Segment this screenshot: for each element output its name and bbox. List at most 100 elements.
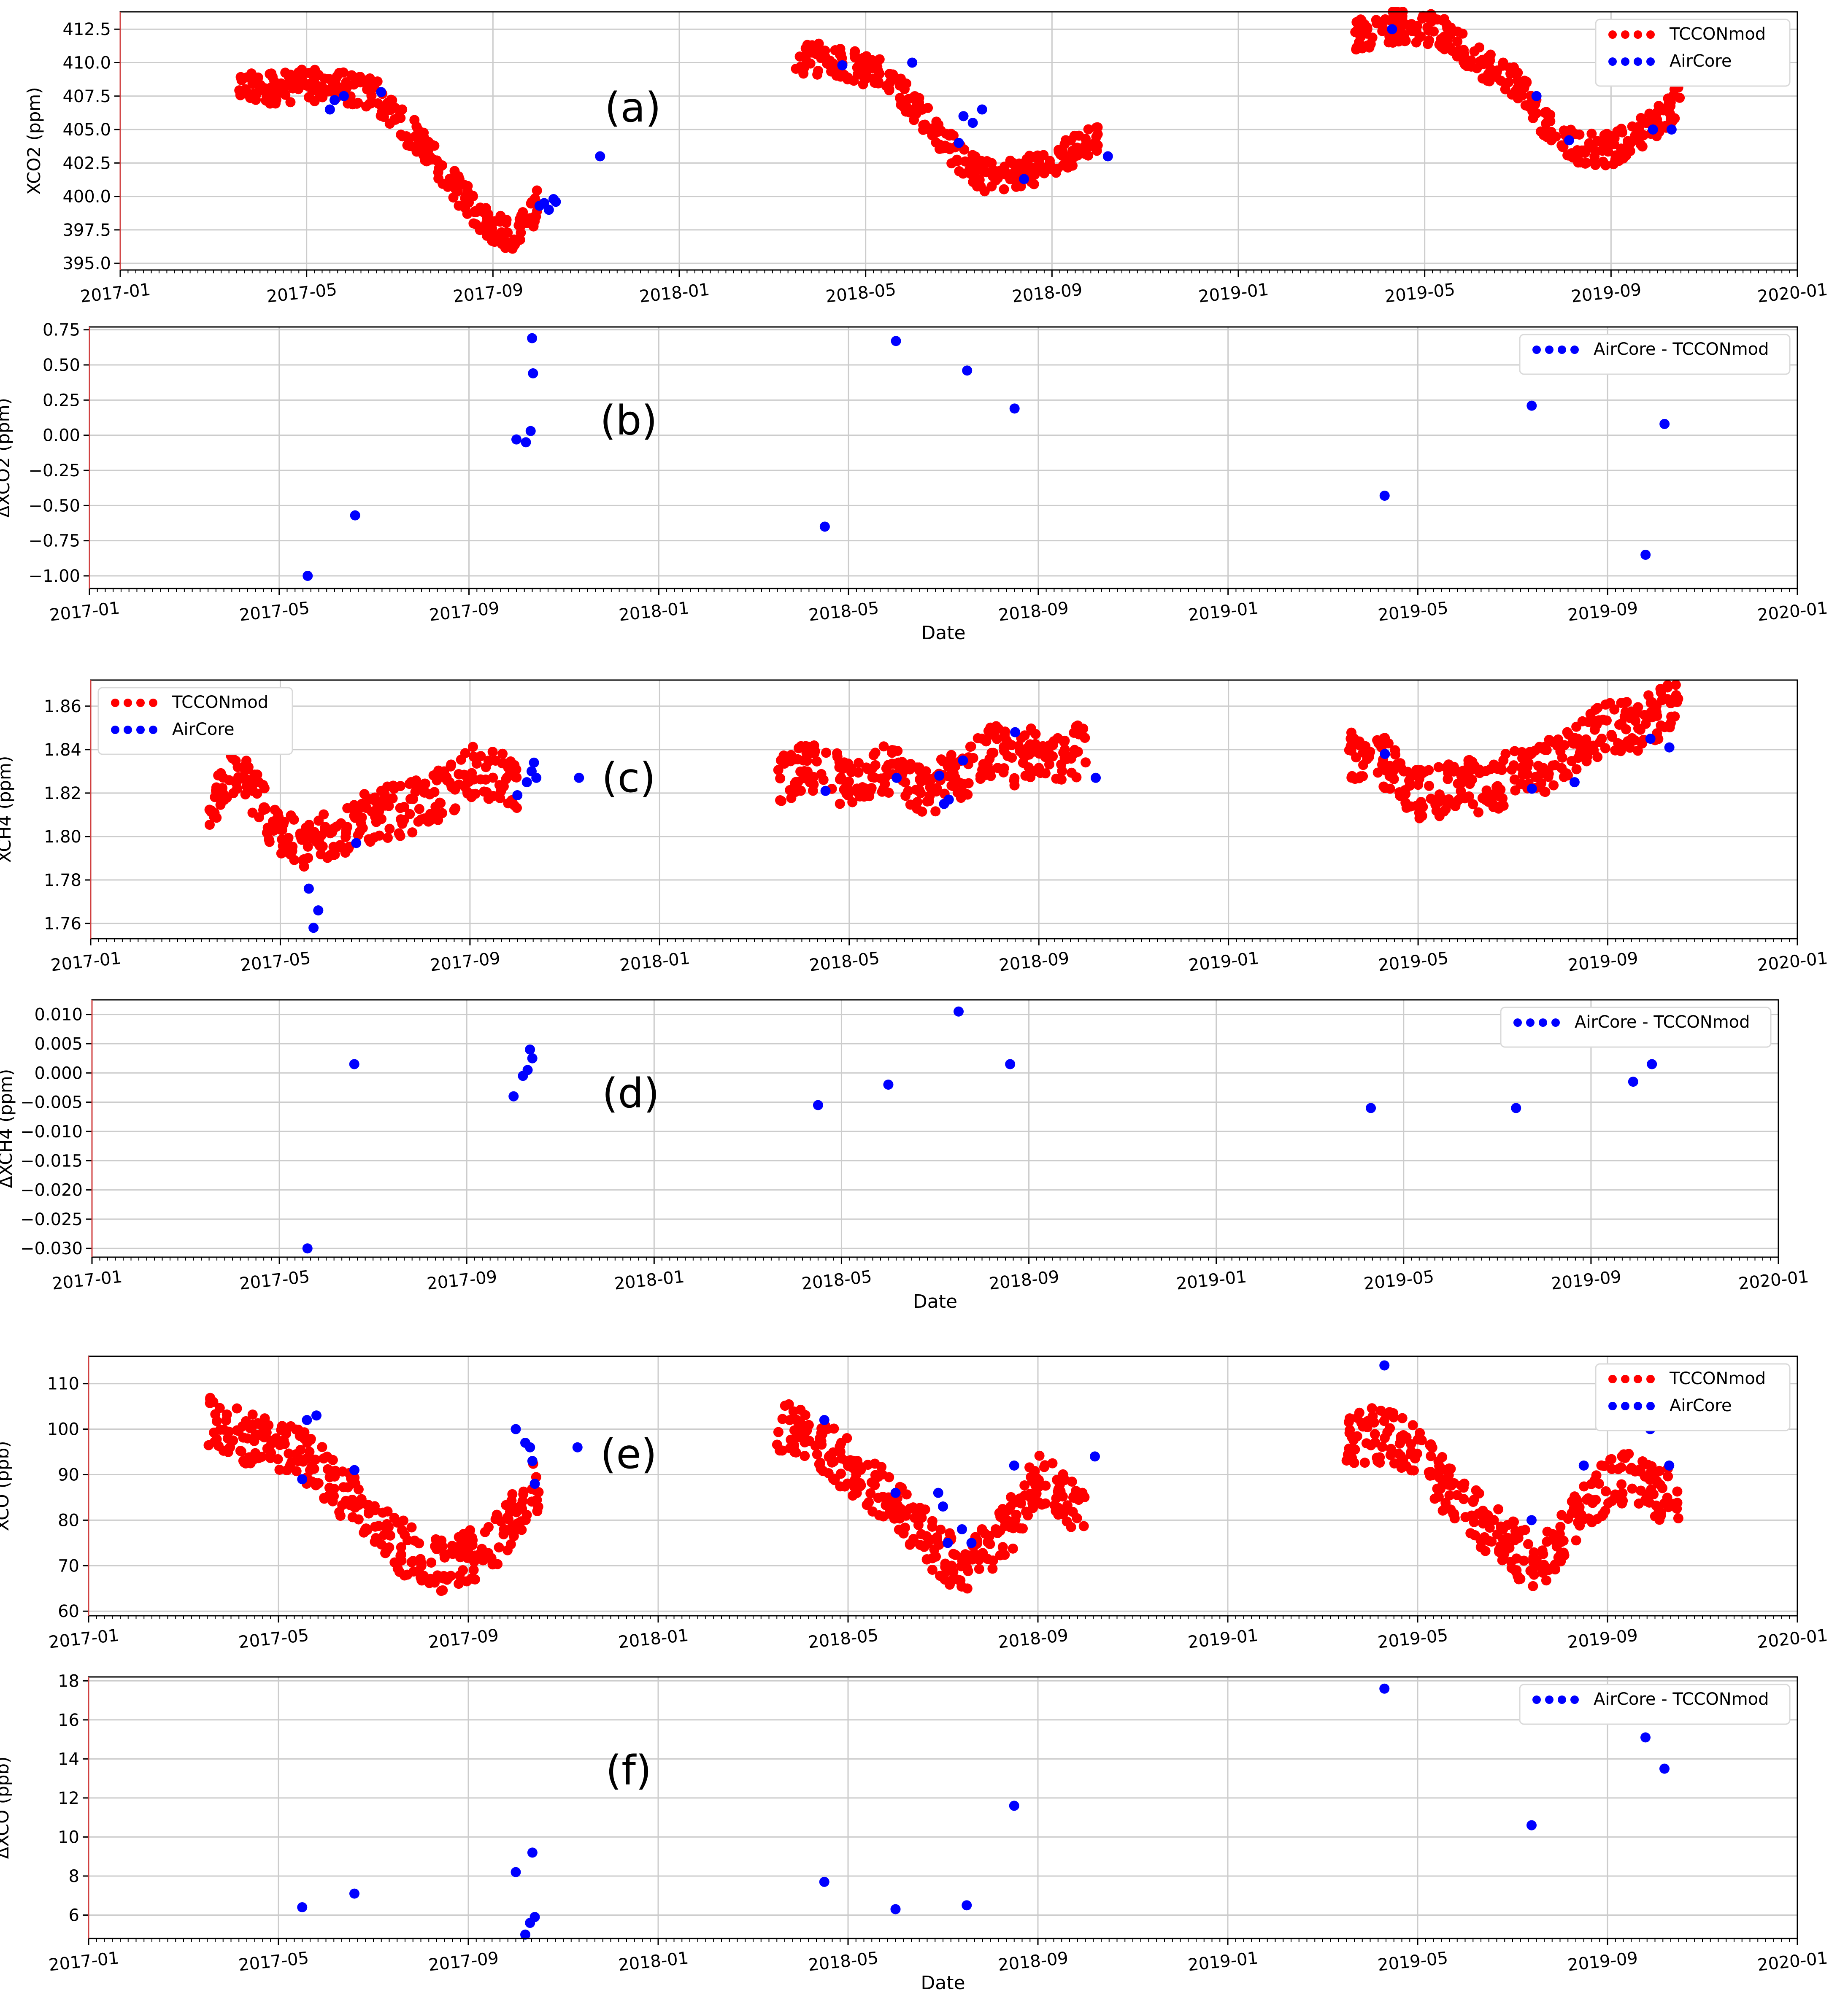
data-point — [847, 797, 858, 807]
data-point — [1526, 1820, 1537, 1830]
legend: AirCore - TCCONmod — [1519, 334, 1791, 375]
y-axis-label: XCH4 (ppm) — [0, 756, 15, 863]
data-point — [1091, 122, 1102, 133]
data-point — [1596, 1460, 1607, 1471]
data-point — [409, 1535, 420, 1546]
legend-marker — [1545, 1695, 1554, 1704]
x-tick-label: 2020-01 — [1756, 1948, 1829, 1975]
data-point — [353, 830, 363, 840]
data-point — [1542, 1526, 1553, 1537]
data-point — [1513, 1533, 1524, 1543]
data-point — [215, 1425, 225, 1435]
data-point — [392, 1517, 403, 1528]
data-point — [835, 1481, 846, 1492]
data-point — [932, 1532, 942, 1542]
data-point — [1606, 1454, 1617, 1464]
panel-d: 2017-01 2017-05 2017-09 2018-01 2018-05 2018-… — [0, 999, 1810, 1312]
data-point — [891, 336, 901, 346]
y-tick-label: 397.5 — [62, 221, 111, 240]
data-point — [499, 1524, 509, 1534]
x-tick-label: 2018-05 — [807, 1948, 879, 1975]
x-tick-label: 2020-01 — [1737, 1267, 1810, 1293]
data-point — [1023, 1510, 1033, 1521]
data-point — [530, 1479, 540, 1489]
data-point — [870, 760, 881, 770]
data-point — [974, 175, 985, 185]
data-point — [1528, 113, 1538, 124]
data-point — [221, 1415, 231, 1425]
y-tick-label: 70 — [58, 1556, 79, 1576]
legend-marker — [111, 726, 119, 734]
x-tick-label: 2018-09 — [988, 1267, 1060, 1293]
data-point — [1370, 1429, 1380, 1439]
data-point — [1343, 1417, 1354, 1427]
data-point — [1627, 733, 1637, 743]
data-point — [317, 1442, 327, 1452]
data-point — [1364, 752, 1374, 762]
legend-marker — [1558, 346, 1566, 354]
data-point — [395, 1551, 406, 1561]
data-point — [1672, 1498, 1683, 1508]
data-point — [791, 777, 801, 787]
data-point — [409, 115, 420, 125]
data-point — [219, 795, 230, 805]
data-point — [277, 1421, 287, 1431]
data-point — [816, 1463, 826, 1474]
data-point — [1418, 802, 1428, 812]
x-axis-label: Date — [921, 1972, 965, 1994]
data-point — [1496, 1523, 1506, 1533]
legend-marker — [1621, 57, 1629, 66]
data-point — [796, 1429, 806, 1440]
data-point — [238, 1432, 249, 1443]
data-point — [1009, 1801, 1019, 1811]
data-point — [454, 769, 464, 780]
data-point — [851, 786, 862, 796]
data-point — [934, 770, 945, 781]
data-point — [1544, 734, 1554, 745]
x-tick-label: 2019-01 — [1187, 1948, 1259, 1975]
data-point — [1648, 124, 1658, 135]
y-tick-label: 100 — [47, 1420, 79, 1439]
data-point — [946, 754, 956, 764]
y-axis-label: XCO2 (ppm) — [24, 87, 44, 194]
data-point — [521, 1510, 532, 1520]
data-point — [289, 855, 300, 865]
y-tick-label: −1.00 — [28, 567, 80, 586]
data-point — [977, 1525, 987, 1536]
data-point — [265, 1453, 276, 1463]
data-point — [1563, 729, 1574, 739]
data-point — [1589, 745, 1599, 756]
legend-marker — [1570, 1695, 1579, 1704]
data-point — [527, 1847, 538, 1858]
data-point — [873, 1493, 883, 1503]
data-point — [800, 1410, 811, 1420]
data-point — [527, 1456, 538, 1466]
data-point — [835, 799, 845, 809]
data-point — [1493, 1504, 1504, 1515]
data-point — [1440, 1498, 1451, 1508]
data-point — [978, 166, 989, 177]
legend-marker — [1646, 1402, 1655, 1410]
data-point — [1067, 160, 1078, 171]
data-point — [1399, 766, 1409, 777]
data-point — [438, 1585, 448, 1596]
data-point — [1592, 703, 1603, 713]
data-point — [359, 789, 370, 799]
data-point — [1347, 1452, 1357, 1463]
data-point — [1040, 1480, 1051, 1491]
x-tick-label: 2020-01 — [1756, 280, 1829, 306]
data-point — [1000, 169, 1011, 180]
data-point — [903, 786, 913, 796]
data-point — [450, 184, 461, 194]
data-point — [1387, 24, 1397, 35]
data-point — [992, 173, 1002, 184]
data-point — [351, 838, 362, 848]
data-point — [511, 1424, 521, 1434]
series-aircore — [324, 24, 1677, 215]
data-point — [431, 1544, 442, 1555]
series-aircore-tcconmod — [303, 333, 1670, 581]
data-point — [1614, 1490, 1625, 1501]
data-point — [1621, 697, 1632, 707]
data-point — [361, 803, 372, 813]
data-point — [920, 1504, 930, 1515]
